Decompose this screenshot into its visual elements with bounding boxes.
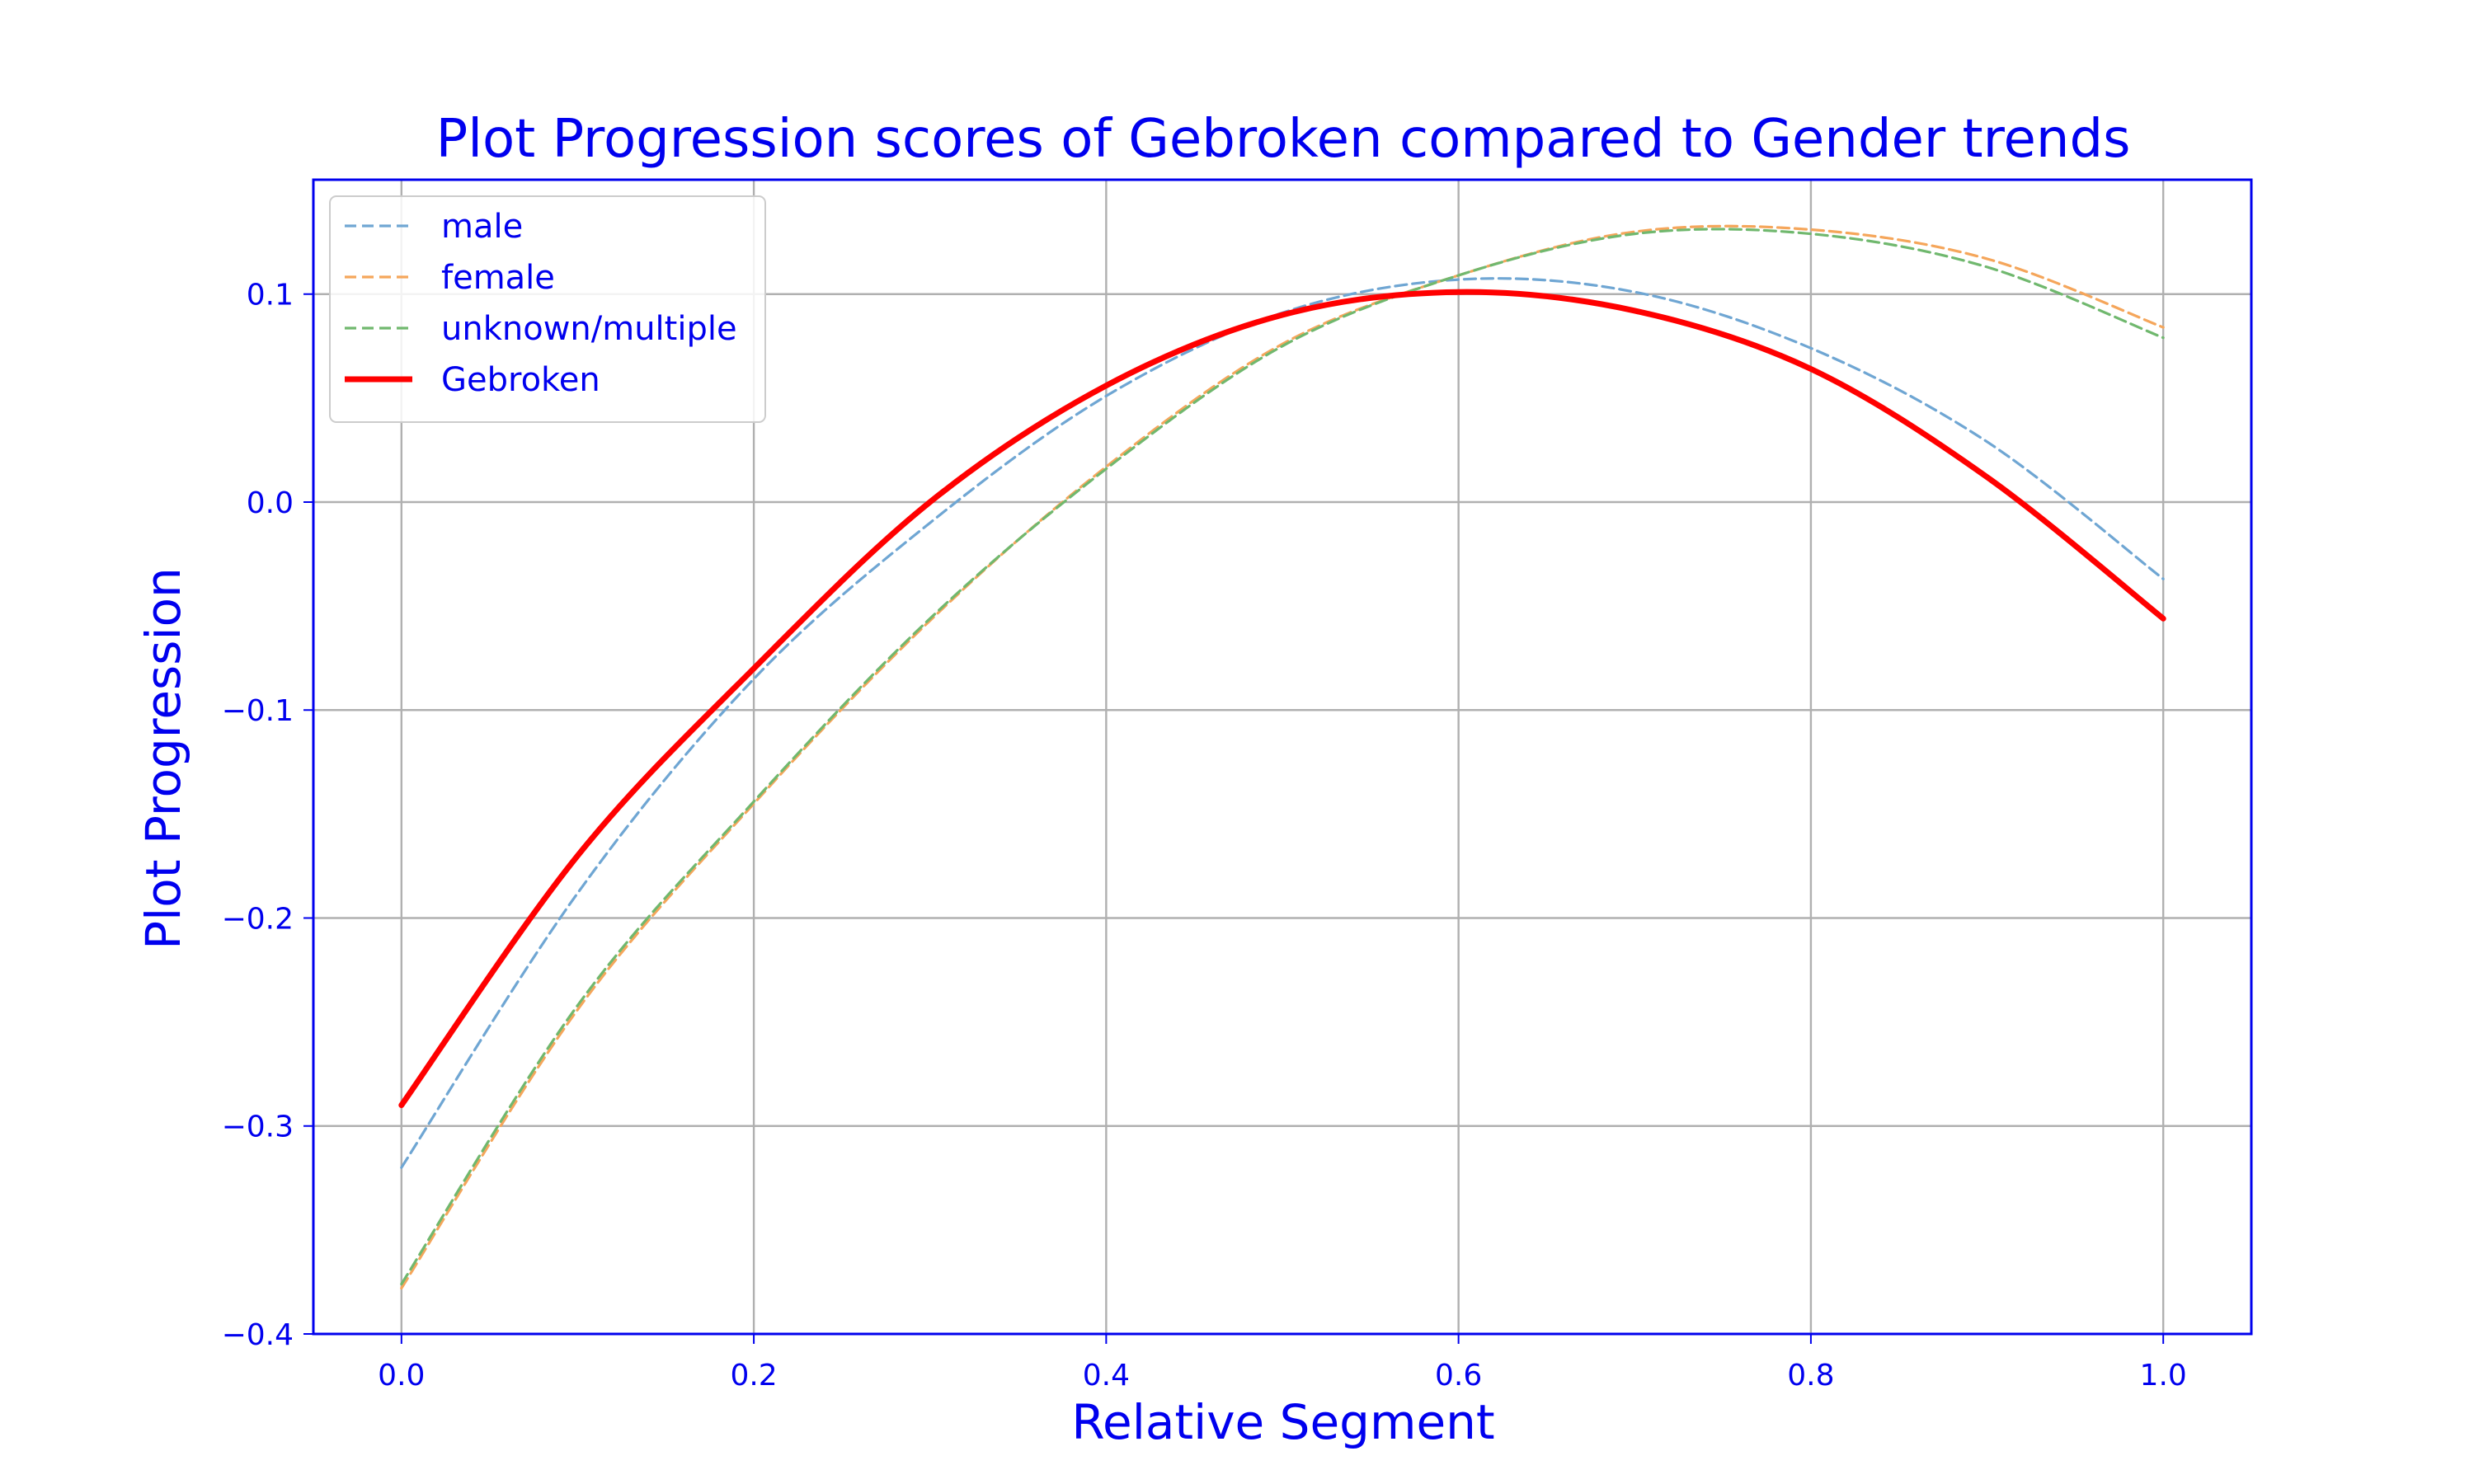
y-tick-label: −0.2 [222, 902, 294, 936]
y-tick-label: −0.4 [222, 1318, 294, 1352]
x-tick-label: 0.4 [1083, 1359, 1130, 1392]
series-line-unknown-multiple [400, 228, 2165, 1286]
plot-frame [312, 178, 2253, 1336]
chart-title: Plot Progression scores of Gebroken comp… [436, 109, 2131, 170]
legend: male female unknown/multiple Gebroken [329, 195, 766, 423]
legend-label: Gebroken [441, 361, 600, 399]
y-tick-label: −0.1 [222, 694, 294, 728]
x-tick-label: 0.6 [1435, 1359, 1482, 1392]
ticks: 0.0 0.2 0.4 0.6 0.8 1.0 −0.4 −0.3 −0.2 −0.1 0.0 0.1 [222, 279, 2187, 1392]
legend-label: male [441, 208, 523, 246]
x-tick-label: 0.0 [378, 1359, 425, 1392]
series-layer [398, 224, 2166, 1290]
y-axis-title: Plot Progression [135, 567, 191, 950]
x-axis-title: Relative Segment [1071, 1394, 1494, 1450]
y-tick-label: 0.0 [247, 486, 294, 520]
series-line-gebroken [398, 289, 2166, 1108]
y-tick-label: 0.1 [247, 279, 294, 312]
y-tick-label: −0.3 [222, 1111, 294, 1144]
x-tick-label: 1.0 [2140, 1359, 2187, 1392]
legend-label: female [441, 259, 555, 297]
x-tick-label: 0.2 [730, 1359, 777, 1392]
legend-box [329, 195, 766, 423]
legend-label: unknown/multiple [441, 310, 737, 348]
x-tick-label: 0.8 [1787, 1359, 1834, 1392]
series-line-female [400, 224, 2165, 1290]
